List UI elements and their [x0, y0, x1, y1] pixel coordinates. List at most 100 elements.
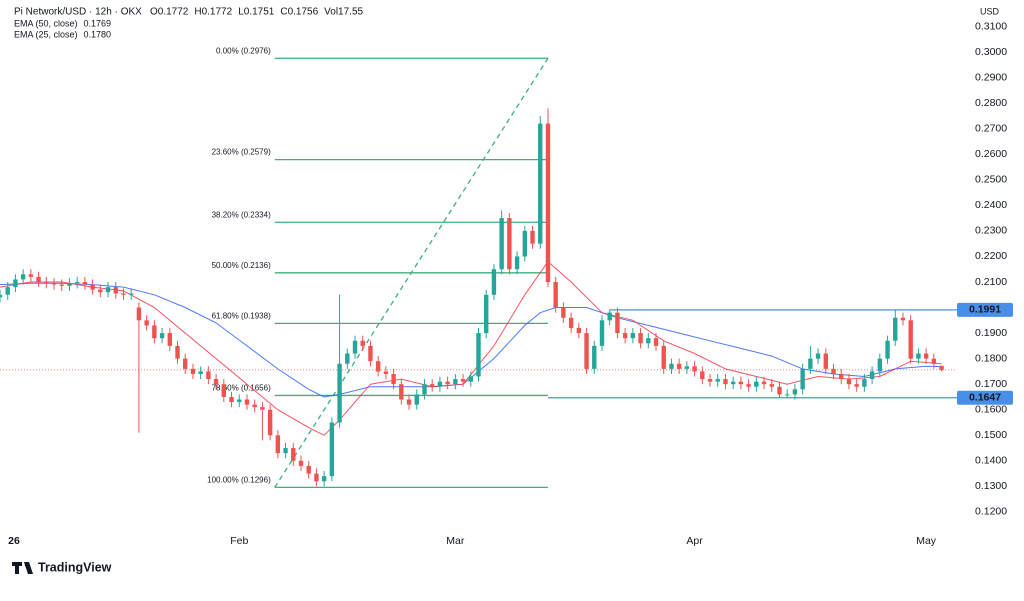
- candle-body: [399, 384, 404, 400]
- plot-area: 0.00% (0.2976) 23.60% (0.2579) 38.20% (0.2…: [0, 46, 957, 489]
- candle-body: [345, 353, 350, 364]
- candle-body: [82, 282, 88, 285]
- candle-body: [468, 376, 473, 382]
- brand-text: TradingView: [38, 560, 112, 574]
- candle-body: [105, 287, 111, 293]
- candle-body: [630, 333, 636, 339]
- legend-entry: EMA (25, close): [14, 29, 78, 39]
- candle-body: [291, 448, 296, 461]
- candle-body: [738, 381, 744, 385]
- candle-body: [723, 379, 728, 385]
- candle-body: [267, 409, 273, 436]
- candle-body: [653, 338, 659, 346]
- candle-body: [893, 317, 898, 341]
- y-tick-label: 0.1900: [975, 327, 1007, 339]
- y-tick-label: 0.2100: [975, 276, 1007, 288]
- candle-body: [491, 269, 497, 295]
- price-level-label: 0.1991: [969, 304, 1001, 316]
- candle-body: [561, 307, 566, 318]
- candle-body: [129, 293, 134, 295]
- x-tick-label: 26: [8, 535, 20, 547]
- ohlc-label: Vol17.55: [324, 7, 363, 18]
- fib-trend-line: [274, 57, 549, 488]
- candle-body: [260, 407, 265, 410]
- y-tick-label: 0.1700: [975, 378, 1007, 390]
- y-tick-label: 0.1600: [975, 404, 1007, 416]
- candle-body: [785, 394, 790, 396]
- candle-body: [74, 282, 80, 284]
- y-tick-label: 0.3000: [975, 46, 1007, 58]
- candle-body: [298, 460, 304, 466]
- fib-label: 38.20% (0.2334): [212, 210, 271, 219]
- candle-body: [854, 384, 859, 387]
- y-tick-label: 0.1300: [975, 480, 1007, 492]
- candle-body: [383, 371, 389, 374]
- candle-body: [715, 379, 720, 382]
- candle-body: [476, 333, 481, 377]
- candle-body: [638, 333, 643, 344]
- brand-logo: TradingView: [12, 560, 112, 574]
- candle-body: [28, 274, 34, 277]
- candle-body: [352, 340, 358, 354]
- candle-body: [484, 294, 489, 334]
- candle-body: [136, 307, 142, 321]
- candle-body: [90, 284, 95, 290]
- candle-body: [314, 473, 319, 482]
- candle-body: [499, 218, 504, 270]
- ohlc-label: C0.1756: [280, 7, 318, 18]
- candle-body: [746, 384, 751, 387]
- candle-body: [144, 320, 149, 326]
- y-tick-label: 0.2700: [975, 123, 1007, 135]
- candle-body: [67, 283, 72, 286]
- candle-body: [213, 379, 219, 385]
- candle-body: [275, 435, 281, 454]
- candle-body: [761, 381, 767, 385]
- y-tick-label: 0.2500: [975, 174, 1007, 186]
- candle-body: [121, 293, 126, 295]
- candle-body: [754, 381, 759, 387]
- candle-body: [831, 368, 836, 374]
- candle-body: [584, 333, 589, 369]
- candle-body: [244, 399, 250, 405]
- y-tick-label: 0.2300: [975, 225, 1007, 237]
- x-tick-label: Feb: [230, 535, 248, 547]
- candle-body: [391, 373, 396, 385]
- candle-body: [592, 345, 597, 369]
- y-tick-label: 0.1200: [975, 506, 1007, 518]
- ohlc-label: H0.1772: [194, 7, 232, 18]
- candle-body: [159, 333, 165, 339]
- candle-body: [36, 276, 41, 282]
- candle-body: [800, 368, 805, 390]
- candle-body: [337, 363, 342, 423]
- candle-body: [329, 422, 335, 477]
- candle-body: [59, 284, 64, 286]
- ohlc-label: L0.1751: [238, 7, 275, 18]
- candle-body: [615, 312, 620, 334]
- candle-body: [252, 404, 257, 408]
- candle-body: [877, 358, 883, 372]
- candle-body: [375, 361, 381, 372]
- candle-body: [206, 371, 211, 380]
- candle-body: [198, 371, 203, 374]
- x-tick-label: Mar: [446, 535, 465, 547]
- candle-body: [769, 384, 774, 387]
- x-tick-label: Apr: [686, 535, 703, 547]
- candle-body: [823, 353, 828, 369]
- candle-body: [808, 358, 813, 369]
- candle-body: [113, 287, 118, 294]
- fib-label: 78.60% (0.1656): [212, 384, 271, 393]
- candle-body: [553, 282, 558, 308]
- candle-body: [545, 123, 551, 282]
- candle-body: [661, 345, 666, 369]
- price-level-tag: [957, 302, 1013, 317]
- candle-body: [908, 320, 913, 359]
- candle-body: [183, 358, 188, 369]
- candle-body: [360, 340, 365, 346]
- candle-body: [98, 289, 103, 293]
- candle-body: [846, 379, 852, 385]
- candle-body: [167, 333, 172, 346]
- ohlc-label: O0.1772: [150, 7, 189, 18]
- candle-body: [445, 381, 450, 385]
